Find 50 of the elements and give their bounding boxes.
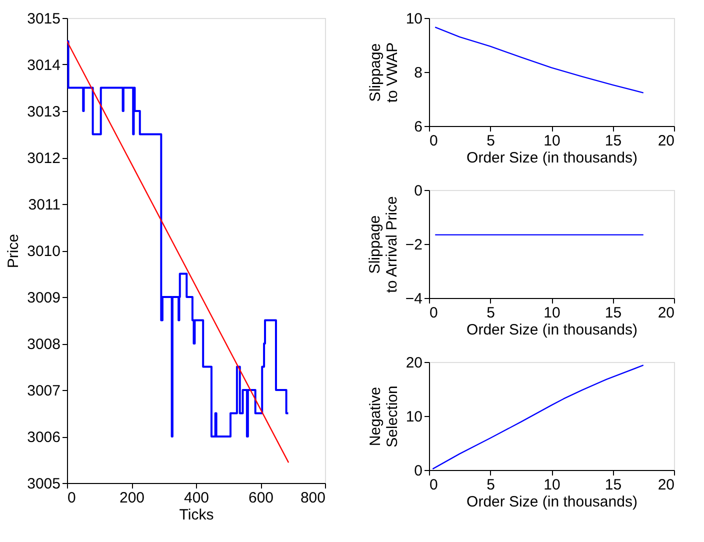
y-tick-label: 6 <box>414 118 422 136</box>
y-tick-label: 3005 <box>27 476 60 492</box>
y-tick-label: 10 <box>406 408 422 426</box>
y-tick-label: 3008 <box>27 336 60 353</box>
x-tick-label: 10 <box>544 132 560 150</box>
y-axis-title: Slippage to Arrival Price <box>366 196 400 293</box>
y-tick-label: 0 <box>414 182 422 200</box>
x-tick-label: 20 <box>658 476 674 494</box>
x-tick-label: 15 <box>604 476 622 494</box>
y-axis-title: Price <box>5 234 22 268</box>
x-tick-label: 0 <box>430 476 438 494</box>
y-axis-title: Slippage to VWAP <box>366 42 401 103</box>
x-tick-label: 15 <box>604 304 622 322</box>
x-tick-label: 5 <box>486 476 495 494</box>
x-axis-title: Order Size (in thousands) <box>466 150 638 166</box>
x-tick-label: 20 <box>658 304 674 322</box>
y-tick-label: 8 <box>414 64 422 82</box>
line-series <box>434 26 644 94</box>
x-tick-label: 15 <box>604 132 622 150</box>
x-axis-title: Order Size (in thousands) <box>466 494 638 510</box>
y-tick-label: 3014 <box>27 57 60 74</box>
y-tick-label: 20 <box>406 354 422 372</box>
y-tick-label: 3006 <box>27 429 60 446</box>
x-tick-label: 10 <box>544 476 560 494</box>
y-tick-label: 3010 <box>27 243 60 260</box>
y-tick-label: 3013 <box>27 104 60 120</box>
x-tick-label: 0 <box>430 132 438 150</box>
y-tick-label: 3007 <box>27 382 60 400</box>
x-tick-label: 0 <box>430 304 438 322</box>
x-axis-title: Ticks <box>179 506 214 524</box>
y-tick-label: −2 <box>405 236 422 254</box>
x-tick-label: 200 <box>119 490 145 506</box>
y-tick-label: 3015 <box>27 10 60 28</box>
x-tick-label: 20 <box>658 132 674 150</box>
y-tick-label: 3012 <box>27 150 60 167</box>
y-tick-label: 10 <box>406 10 422 28</box>
x-tick-label: 600 <box>248 490 274 506</box>
x-tick-label: 5 <box>486 132 495 150</box>
x-tick-label: 0 <box>68 490 76 506</box>
x-tick-label: 5 <box>486 304 495 322</box>
x-tick-label: 800 <box>300 490 326 506</box>
y-tick-label: 0 <box>414 462 422 480</box>
y-tick-label: 3011 <box>28 196 60 214</box>
x-tick-label: 400 <box>184 490 210 506</box>
x-axis-title: Order Size (in thousands) <box>466 322 638 338</box>
y-axis-title: Negative Selection <box>366 386 401 448</box>
y-tick-label: 3009 <box>27 290 60 306</box>
x-tick-label: 10 <box>544 304 560 322</box>
y-tick-label: −4 <box>405 290 422 308</box>
line-series <box>432 364 644 470</box>
